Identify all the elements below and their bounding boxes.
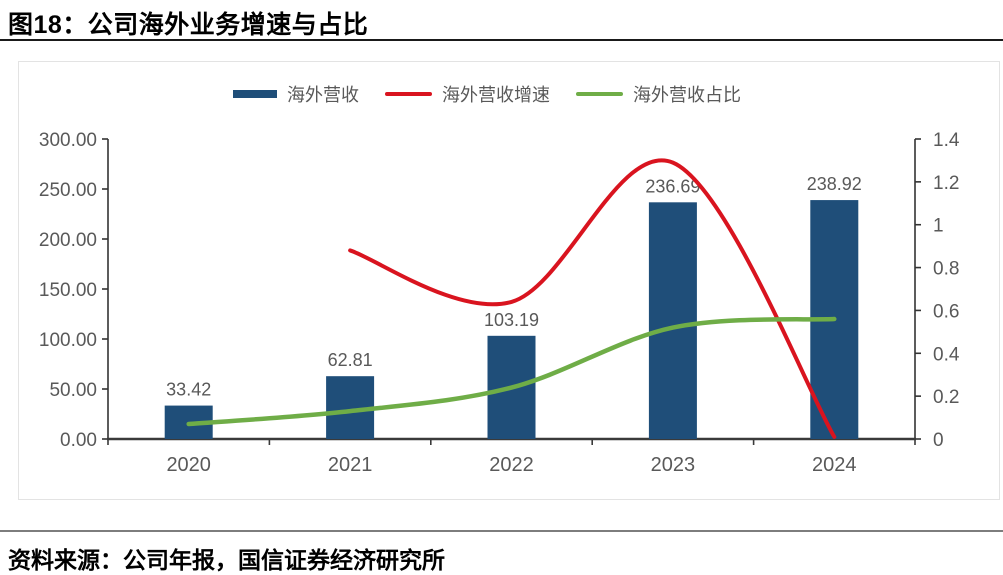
right-axis-tick-label: 0.2 [933, 387, 959, 408]
bar-value-label: 236.69 [645, 176, 700, 196]
left-axis-tick-label: 50.00 [49, 380, 97, 401]
right-axis-tick-label: 0.8 [933, 259, 959, 280]
left-axis-tick-label: 200.00 [39, 230, 97, 251]
growth-line-swatch [385, 92, 432, 96]
x-axis-category-label: 2022 [489, 454, 534, 476]
source-attribution: 资料来源：公司年报，国信证券经济研究所 [8, 547, 445, 573]
bar-series-swatch [233, 90, 277, 98]
left-axis-tick-label: 250.00 [39, 180, 97, 201]
chart-title: 图18：公司海外业务增速与占比 [8, 11, 369, 39]
bar-value-label: 62.81 [328, 350, 373, 370]
share-line-swatch [576, 92, 623, 96]
legend-label: 海外营收增速 [442, 85, 550, 105]
right-axis-tick-label: 1.4 [933, 130, 960, 151]
legend-item-overseas-revenue: 海外营收 [233, 81, 359, 107]
right-axis-tick-label: 0.4 [933, 344, 960, 365]
left-axis-tick-label: 0.00 [60, 430, 97, 451]
left-axis-tick-label: 100.00 [39, 330, 97, 351]
legend-label: 海外营收占比 [633, 85, 741, 105]
x-axis-category-label: 2021 [328, 454, 373, 476]
legend-item-revenue-growth: 海外营收增速 [385, 81, 550, 107]
legend-label: 海外营收 [287, 85, 359, 105]
x-axis-category-label: 2024 [812, 454, 857, 476]
bar-value-label: 238.92 [807, 174, 862, 194]
bar-value-label: 103.19 [484, 310, 539, 330]
bar-value-label: 33.42 [166, 380, 211, 400]
chart-frame [18, 61, 1000, 500]
chart-canvas: 300.00 250.00 200.00 150.00 100.00 50.00 0.00 1… [39, 130, 960, 476]
right-axis-tick-label: 1.2 [933, 173, 959, 194]
revenue-share-line [186, 316, 837, 427]
bar-2023 [648, 202, 697, 439]
growth-rate-line [348, 158, 837, 439]
source-divider-line [0, 530, 1003, 532]
left-axis-tick-label: 300.00 [39, 130, 97, 151]
right-axis-tick-label: 0.6 [933, 301, 959, 322]
chart-legend: 海外营收 海外营收增速 海外营收占比 [233, 81, 741, 107]
legend-item-revenue-share: 海外营收占比 [576, 81, 741, 107]
right-axis-tick-label: 0 [933, 430, 944, 451]
left-axis-tick-label: 150.00 [39, 280, 97, 301]
x-axis-category-label: 2023 [651, 454, 696, 476]
x-axis-category-label: 2020 [166, 454, 211, 476]
title-divider-line [0, 39, 1003, 41]
right-axis-tick-label: 1 [933, 216, 944, 237]
